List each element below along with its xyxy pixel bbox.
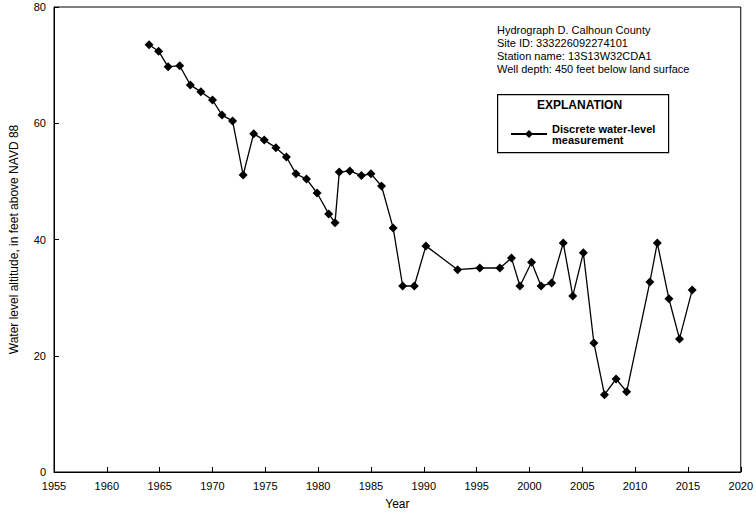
svg-text:Station name: 13S13W32CDA1: Station name: 13S13W32CDA1 (497, 50, 652, 62)
svg-text:Year: Year (385, 497, 409, 511)
svg-text:2005: 2005 (570, 480, 594, 492)
svg-text:1955: 1955 (42, 480, 66, 492)
svg-text:20: 20 (34, 350, 46, 362)
svg-text:80: 80 (34, 1, 46, 13)
svg-text:1980: 1980 (306, 480, 330, 492)
svg-text:Discrete water-level: Discrete water-level (552, 122, 659, 135)
svg-text:1995: 1995 (464, 480, 488, 492)
svg-text:2010: 2010 (623, 480, 647, 492)
svg-text:Well depth: 450 feet below lan: Well depth: 450 feet below land surface (497, 63, 689, 75)
svg-text:40: 40 (34, 234, 46, 246)
svg-text:1965: 1965 (147, 480, 171, 492)
svg-text:2020: 2020 (729, 480, 753, 492)
svg-text:1990: 1990 (412, 480, 436, 492)
svg-text:Water level altitude, in feet: Water level altitude, in feet above NAVD… (7, 124, 21, 354)
svg-text:2000: 2000 (517, 480, 541, 492)
svg-text:Site ID: 333226092274101: Site ID: 333226092274101 (497, 37, 628, 49)
svg-text:EXPLANATION: EXPLANATION (537, 98, 622, 112)
svg-text:2015: 2015 (676, 480, 700, 492)
svg-text:Hydrograph D. Calhoun County: Hydrograph D. Calhoun County (497, 24, 651, 36)
svg-text:1985: 1985 (359, 480, 383, 492)
svg-text:1975: 1975 (253, 480, 277, 492)
svg-text:1960: 1960 (95, 480, 119, 492)
svg-text:0: 0 (40, 466, 46, 478)
svg-text:measurement: measurement (552, 134, 624, 146)
svg-text:1970: 1970 (200, 480, 224, 492)
svg-text:60: 60 (34, 117, 46, 129)
